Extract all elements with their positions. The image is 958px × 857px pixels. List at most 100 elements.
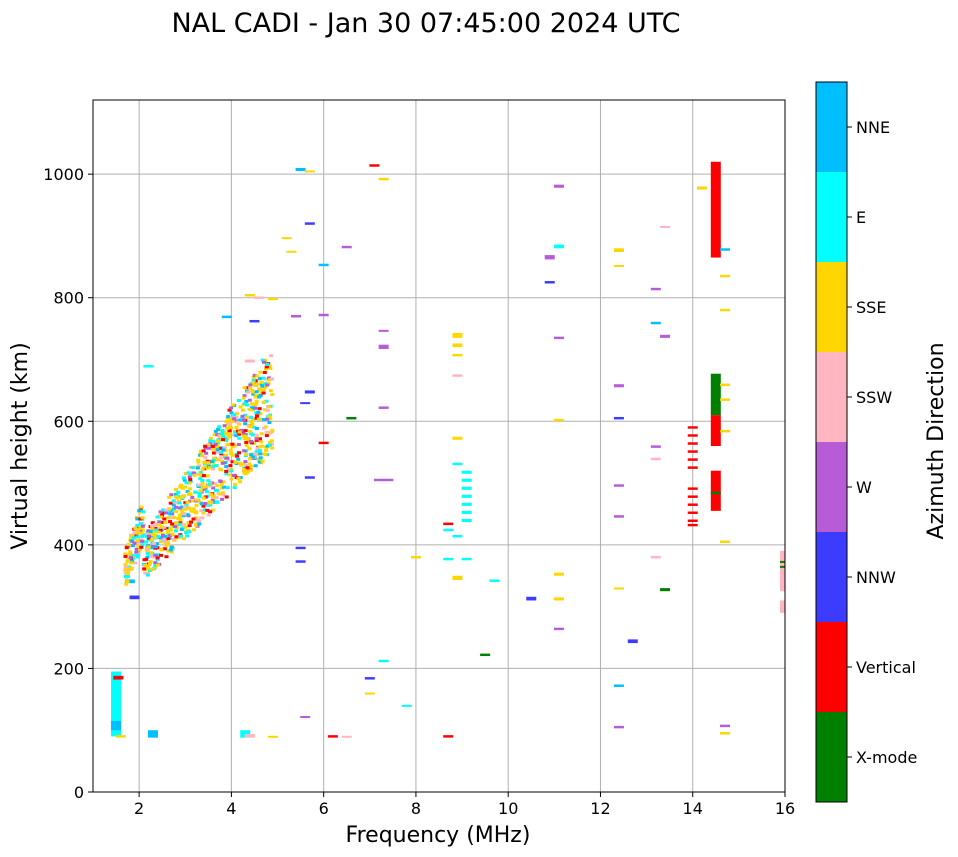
echo-mark — [217, 425, 222, 429]
echo-mark — [143, 571, 148, 575]
echo-mark — [187, 481, 192, 485]
echo-mark — [170, 522, 175, 526]
echo-mark — [172, 509, 177, 513]
echo-mark — [221, 493, 226, 497]
echo-mark — [251, 425, 256, 429]
echo-mark — [254, 452, 259, 456]
echo-mark — [265, 417, 270, 421]
echo-mark — [186, 521, 191, 525]
colorbar-tick-label: E — [856, 208, 866, 227]
echo-mark — [233, 460, 238, 464]
echo-mark — [158, 540, 163, 544]
echo-mark — [182, 512, 187, 516]
echo-mark — [182, 494, 187, 498]
y-tick-label: 400 — [53, 536, 84, 555]
echo-mark — [250, 433, 255, 437]
echo-mark — [159, 525, 164, 529]
echo-mark — [167, 495, 172, 499]
echo-mark — [202, 487, 207, 491]
echo-mark — [169, 550, 174, 554]
echo-mark — [696, 186, 707, 190]
echo-mark — [238, 463, 243, 467]
echo-mark — [127, 567, 132, 571]
echo-mark — [221, 438, 226, 442]
echo-mark — [650, 287, 661, 291]
echo-mark — [221, 448, 226, 452]
echo-mark — [205, 502, 210, 506]
echo-mark — [236, 457, 241, 461]
echo-mark — [208, 439, 213, 443]
echo-mark — [244, 463, 249, 467]
echo-mark — [188, 477, 193, 481]
echo-mark — [221, 434, 226, 438]
echo-mark — [164, 511, 169, 515]
echo-mark — [173, 525, 178, 529]
echo-mark — [163, 541, 168, 545]
echo-mark — [687, 434, 698, 437]
echo-mark — [710, 491, 721, 495]
echo-mark — [234, 425, 239, 429]
echo-mark — [205, 508, 210, 512]
echo-mark — [145, 547, 150, 551]
echo-mark — [160, 513, 165, 517]
echo-mark — [207, 466, 212, 470]
echo-mark — [144, 540, 149, 544]
echo-mark — [135, 523, 140, 527]
echo-mark — [374, 478, 385, 482]
echo-mark — [215, 433, 220, 437]
echo-mark — [241, 432, 246, 436]
echo-mark — [214, 488, 219, 492]
echo-mark — [241, 396, 246, 400]
echo-mark — [267, 378, 272, 382]
echo-mark — [135, 517, 140, 521]
echo-mark — [263, 367, 268, 371]
echo-mark — [254, 411, 259, 415]
echo-mark — [687, 426, 698, 429]
echo-mark — [142, 563, 147, 567]
echo-mark — [613, 248, 624, 252]
echo-mark — [237, 436, 242, 440]
echo-mark — [267, 364, 272, 368]
echo-mark — [162, 547, 167, 551]
echo-mark — [687, 487, 698, 490]
echo-mark — [720, 383, 731, 387]
x-tick-label: 8 — [411, 799, 421, 818]
echo-mark — [203, 495, 208, 499]
echo-mark — [300, 402, 311, 405]
echo-mark — [227, 429, 232, 433]
echo-mark — [232, 482, 237, 486]
echo-mark — [553, 184, 564, 188]
colorbar-segment — [816, 352, 847, 442]
echo-mark — [187, 524, 192, 528]
echo-mark — [201, 449, 206, 453]
echo-mark — [188, 520, 193, 524]
echo-mark — [150, 567, 155, 571]
echo-mark — [248, 429, 253, 433]
echo-mark — [194, 503, 199, 507]
echo-mark — [203, 502, 208, 506]
echo-mark — [268, 417, 273, 421]
echo-mark — [378, 344, 389, 349]
echo-mark — [228, 464, 233, 468]
echo-mark — [158, 527, 163, 531]
echo-mark — [264, 399, 269, 403]
echo-mark — [129, 561, 134, 565]
echo-mark — [147, 562, 152, 566]
echo-mark — [128, 550, 133, 554]
echo-mark — [163, 534, 168, 538]
echo-mark — [147, 532, 152, 536]
echo-mark — [201, 504, 206, 508]
echo-mark — [244, 359, 255, 363]
echo-mark — [191, 507, 196, 511]
echo-mark — [126, 570, 131, 574]
echo-mark — [186, 530, 191, 534]
echo-mark — [401, 704, 412, 707]
echo-mark — [168, 512, 173, 516]
echo-mark — [159, 520, 164, 524]
echo-mark — [235, 453, 240, 457]
echo-mark — [269, 439, 274, 443]
echo-mark — [124, 579, 135, 584]
echo-mark — [210, 444, 215, 448]
echo-mark — [318, 313, 329, 317]
echo-mark — [138, 526, 143, 530]
